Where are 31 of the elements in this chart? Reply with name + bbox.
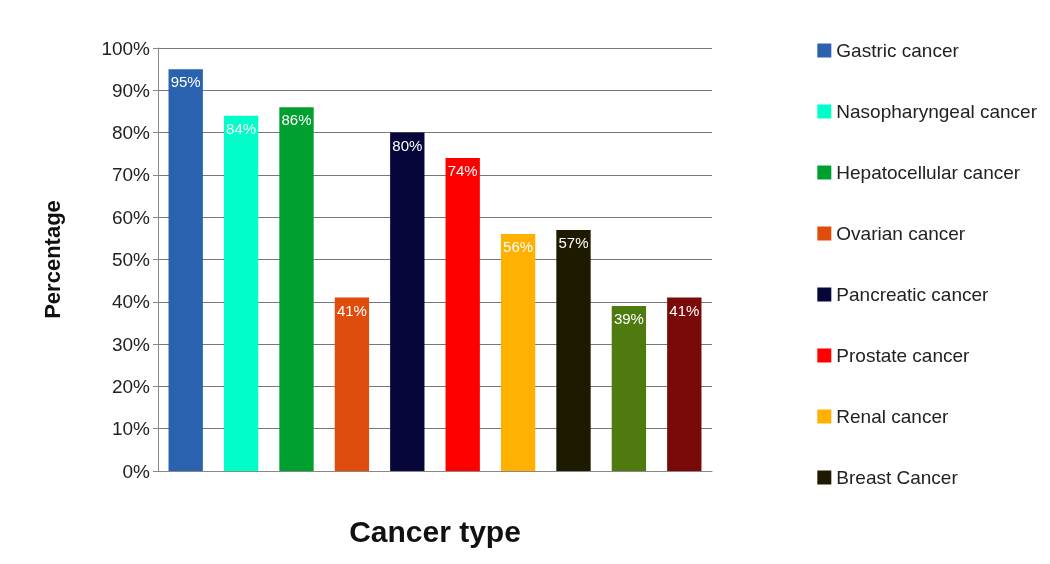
y-tick-label: 60% [111,206,151,228]
x-axis-title: Cancer type [349,514,521,548]
data-label: 57% [558,233,589,251]
y-tick-label: 40% [111,291,151,313]
legend-label: Gastric cancer [836,40,960,61]
y-tick-label: 50% [111,249,151,270]
data-label: 84% [226,119,257,137]
data-label: 56% [503,238,534,256]
data-label: 39% [613,310,644,328]
data-label: 86% [281,111,312,129]
legend-label: Ovarian cancer [836,223,966,244]
y-tick-label: 10% [111,418,151,440]
y-tick-label: 90% [111,79,151,101]
legend-label: Pancreatic cancer [836,284,990,305]
data-label: 80% [392,136,423,154]
y-tick-label: 80% [111,122,151,144]
y-tick-label: 70% [111,164,151,186]
y-tick-label: 0% [122,460,151,482]
data-label: 41% [336,301,367,319]
data-label: 74% [447,161,478,179]
y-tick-label: 30% [111,333,151,355]
y-tick-label: 100% [101,37,151,59]
legend-label: Breast Cancer [836,467,959,488]
legend-label: Hepatocellular cancer [836,162,1021,183]
legend-label: Nasopharyngeal cancer [836,101,1038,122]
legend-label: Prostate cancer [836,345,971,366]
legend-label: Renal cancer [836,406,949,427]
data-label: 41% [669,301,700,319]
data-label: 95% [170,73,201,91]
y-tick-label: 20% [111,375,151,397]
y-axis-title: Percentage [39,200,65,319]
